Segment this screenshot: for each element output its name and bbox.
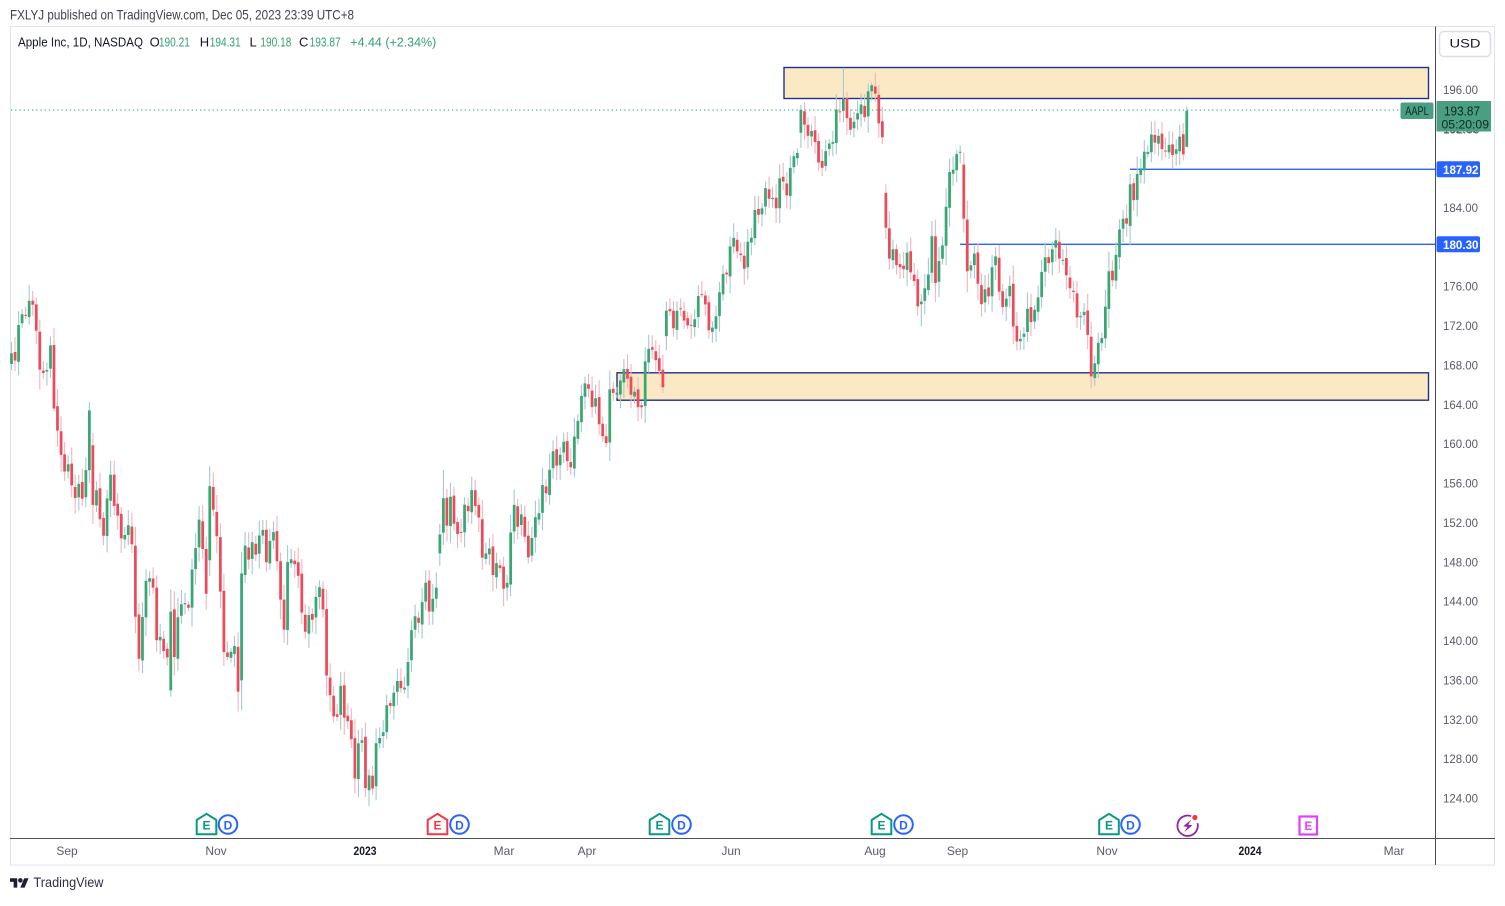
svg-text:Sep: Sep <box>947 844 969 858</box>
svg-text:+4.44 (+2.34%): +4.44 (+2.34%) <box>350 35 436 50</box>
svg-text:180.30: 180.30 <box>1443 238 1479 252</box>
svg-text:132.00: 132.00 <box>1443 713 1478 727</box>
svg-text:193.87: 193.87 <box>1444 105 1480 119</box>
svg-text:194.31: 194.31 <box>210 35 241 50</box>
svg-text:D: D <box>677 819 686 833</box>
svg-text:D: D <box>899 819 908 833</box>
svg-text:172.00: 172.00 <box>1443 319 1478 333</box>
svg-text:176.00: 176.00 <box>1443 280 1478 294</box>
svg-text:2024: 2024 <box>1239 844 1262 858</box>
svg-text:Aug: Aug <box>864 844 885 858</box>
svg-text:Sep: Sep <box>56 844 78 858</box>
svg-text:05:20:09: 05:20:09 <box>1442 118 1490 132</box>
svg-text:Apple Inc, 1D, NASDAQ: Apple Inc, 1D, NASDAQ <box>18 35 143 50</box>
svg-text:E: E <box>1105 819 1113 833</box>
svg-text:190.21: 190.21 <box>159 35 190 50</box>
svg-text:187.92: 187.92 <box>1443 163 1479 177</box>
svg-text:144.00: 144.00 <box>1443 595 1478 609</box>
svg-text:O: O <box>150 35 160 50</box>
svg-text:128.00: 128.00 <box>1443 752 1478 766</box>
svg-text:TradingView: TradingView <box>34 875 104 890</box>
svg-text:Nov: Nov <box>1096 844 1117 858</box>
svg-text:168.00: 168.00 <box>1443 358 1478 372</box>
svg-text:Apr: Apr <box>578 844 597 858</box>
svg-text:193.87: 193.87 <box>310 35 341 50</box>
svg-text:E: E <box>1304 821 1312 833</box>
svg-text:D: D <box>224 819 233 833</box>
svg-text:190.18: 190.18 <box>260 35 291 50</box>
svg-text:196.00: 196.00 <box>1443 83 1478 97</box>
svg-text:Nov: Nov <box>205 844 226 858</box>
svg-text:H: H <box>200 35 209 50</box>
svg-text:FXLYJ published on TradingView: FXLYJ published on TradingView.com, Dec … <box>10 8 354 23</box>
svg-text:E: E <box>202 819 210 833</box>
svg-text:C: C <box>299 35 308 50</box>
svg-text:156.00: 156.00 <box>1443 477 1478 491</box>
svg-text:152.00: 152.00 <box>1443 516 1478 530</box>
svg-text:124.00: 124.00 <box>1443 792 1478 806</box>
svg-text:Mar: Mar <box>1384 844 1405 858</box>
svg-text:140.00: 140.00 <box>1443 634 1478 648</box>
svg-text:AAPL: AAPL <box>1405 104 1429 118</box>
svg-text:E: E <box>877 819 885 833</box>
svg-text:Mar: Mar <box>494 844 515 858</box>
svg-text:160.00: 160.00 <box>1443 437 1478 451</box>
svg-text:D: D <box>1126 819 1135 833</box>
svg-text:164.00: 164.00 <box>1443 398 1478 412</box>
svg-text:136.00: 136.00 <box>1443 674 1478 688</box>
svg-text:184.00: 184.00 <box>1443 201 1478 215</box>
svg-text:E: E <box>433 819 441 833</box>
svg-text:L: L <box>250 35 257 50</box>
svg-text:D: D <box>455 819 464 833</box>
svg-text:E: E <box>655 819 663 833</box>
svg-text:Jun: Jun <box>721 844 740 858</box>
svg-text:148.00: 148.00 <box>1443 555 1478 569</box>
svg-text:2023: 2023 <box>354 844 377 858</box>
svg-text:USD: USD <box>1450 37 1481 51</box>
